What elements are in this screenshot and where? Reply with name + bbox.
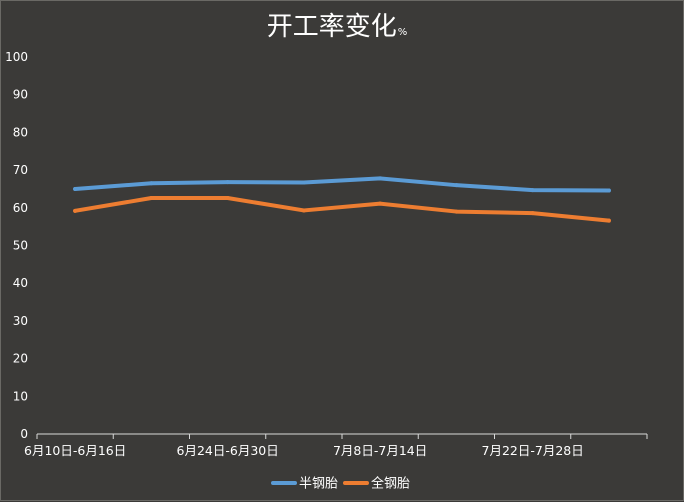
y-tick-label: 50 <box>13 239 28 253</box>
y-tick-label: 80 <box>13 125 28 139</box>
y-tick-label: 10 <box>13 389 28 403</box>
chart-title-unit: % <box>398 27 408 38</box>
x-tick-label: 6月24日-6月30日 <box>177 443 279 458</box>
data-point <box>149 181 154 186</box>
data-point <box>301 208 306 213</box>
y-tick-label: 90 <box>13 88 28 102</box>
y-tick-label: 30 <box>13 314 28 328</box>
data-point <box>301 180 306 185</box>
y-tick-label: 0 <box>20 427 28 441</box>
data-point <box>454 209 459 214</box>
x-tick-label: 7月22日-7月28日 <box>482 443 584 458</box>
chart-title-text: 开工率变化 <box>267 12 397 42</box>
series-lines <box>73 176 611 223</box>
data-point <box>378 176 383 181</box>
data-point <box>73 208 78 213</box>
legend-label: 半钢胎 <box>299 477 338 492</box>
data-point <box>73 186 78 191</box>
data-point <box>606 218 611 223</box>
data-point <box>530 211 535 216</box>
y-tick-label: 60 <box>13 201 28 215</box>
y-tick-label: 70 <box>13 163 28 177</box>
data-point <box>606 188 611 193</box>
x-axis: 6月10日-6月16日 6月24日-6月30日 7月8日-7月14日 7月22日-7月… <box>24 433 648 458</box>
legend-label: 全钢胎 <box>371 476 410 492</box>
data-point <box>454 183 459 188</box>
data-point <box>149 195 154 200</box>
y-axis: 0 10 20 30 40 50 60 70 80 90 100 <box>5 50 28 441</box>
chart-title: 开工率变化% <box>267 12 408 42</box>
x-tick-label: 6月10日-6月16日 <box>24 443 126 458</box>
y-tick-label: 20 <box>13 352 28 366</box>
data-point <box>530 188 535 193</box>
data-point <box>378 201 383 206</box>
series-line <box>73 195 611 223</box>
data-point <box>225 180 230 185</box>
series-line <box>73 176 611 193</box>
y-tick-label: 100 <box>5 50 28 64</box>
data-point <box>225 195 230 200</box>
x-tick-label: 7月8日-7月14日 <box>333 443 427 458</box>
y-tick-label: 40 <box>13 276 28 290</box>
legend: 半钢胎 全钢胎 <box>271 476 410 492</box>
